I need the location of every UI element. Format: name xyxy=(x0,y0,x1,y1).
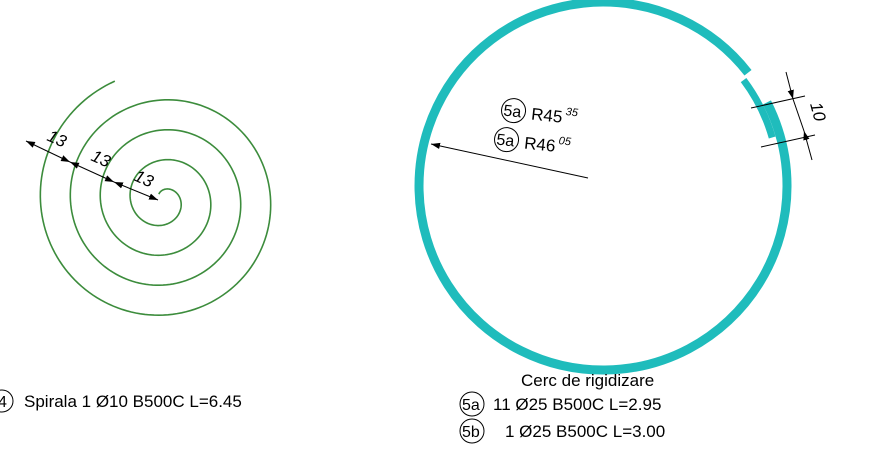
spiral-rebar xyxy=(39,80,272,316)
spiral-dimension-1: 13 xyxy=(44,126,70,151)
spiral-dimension-2: 13 xyxy=(88,146,114,171)
spiral-mark-circle xyxy=(0,389,14,413)
radius-label-1-base: R45 xyxy=(530,105,563,127)
gap-dimension: 10 xyxy=(806,100,829,124)
radius-label-1-mark: 5a xyxy=(503,103,523,122)
radius-label-1: 5a R45 35 xyxy=(501,98,579,127)
radius-label-2-mark-circle xyxy=(494,127,520,153)
ring-overlap-segment xyxy=(740,77,776,139)
gap-dimension-lines xyxy=(750,71,816,161)
ring-legend-1-text: 11 Ø25 B500C L=2.95 xyxy=(493,395,661,414)
spiral-legend-text: Spirala 1 Ø10 B500C L=6.45 xyxy=(24,392,242,411)
ring-legend-2-mark-circle xyxy=(459,418,485,444)
radius-label-2-base: R46 xyxy=(523,134,556,156)
ring-legend-2-mark: 5b xyxy=(462,424,480,441)
radius-label-2-sup: 05 xyxy=(558,135,572,148)
stiffening-ring xyxy=(414,0,792,375)
radius-label-2-mark: 5a xyxy=(496,132,516,151)
radius-label-1-mark-circle xyxy=(501,98,527,124)
spiral-dimension-3: 13 xyxy=(131,166,157,191)
ring-legend-1-mark: 5a xyxy=(462,397,480,414)
spiral-dimension-lines xyxy=(25,140,159,201)
ring-legend-1-mark-circle xyxy=(459,391,485,417)
radius-label-2: 5a R46 05 xyxy=(494,127,572,156)
radius-leader-line xyxy=(430,142,589,179)
ring-legend-2-text: 1 Ø25 B500C L=3.00 xyxy=(505,422,665,441)
ring-title: Cerc de rigidizare xyxy=(521,371,654,390)
radius-label-1-sup: 35 xyxy=(565,106,579,119)
spiral-mark: 4 xyxy=(0,394,7,411)
